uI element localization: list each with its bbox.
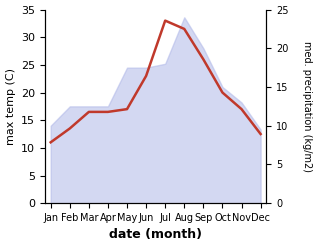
Y-axis label: max temp (C): max temp (C): [5, 68, 16, 145]
Y-axis label: med. precipitation (kg/m2): med. precipitation (kg/m2): [302, 41, 313, 172]
X-axis label: date (month): date (month): [109, 228, 202, 242]
